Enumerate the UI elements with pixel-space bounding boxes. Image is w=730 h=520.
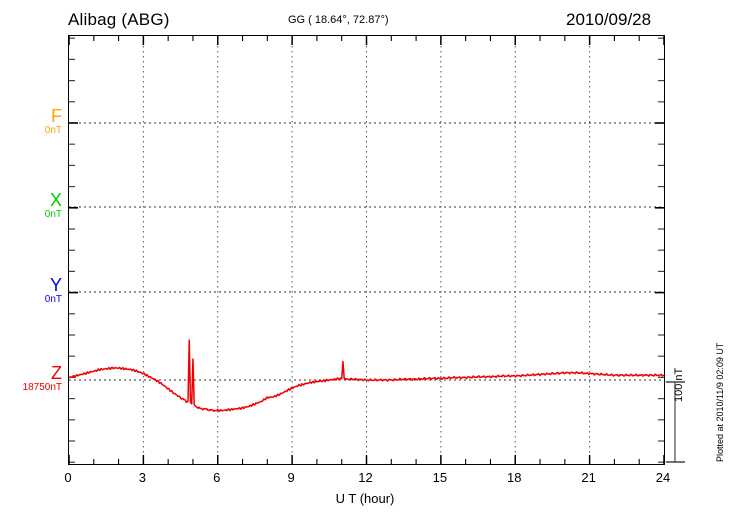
component-label-x: X 0nT bbox=[4, 191, 62, 221]
x-axis-title: U T (hour) bbox=[0, 491, 730, 506]
scale-bar-label: 100 nT bbox=[673, 367, 685, 402]
horizontal-gridlines bbox=[69, 122, 664, 381]
x-axis-tick-label: 9 bbox=[287, 470, 295, 485]
x-axis-tick-label: 3 bbox=[138, 470, 146, 485]
x-axis-tick-label: 21 bbox=[581, 470, 596, 485]
magnetogram-plot bbox=[69, 36, 664, 464]
component-value-f: 0nT bbox=[44, 125, 62, 136]
x-axis-title-text: U T (hour) bbox=[335, 491, 395, 506]
geographic-coordinates: GG ( 18.64°, 72.87°) bbox=[288, 14, 389, 26]
x-axis-tick-label: 15 bbox=[432, 470, 448, 485]
x-axis-tick-label: 18 bbox=[507, 470, 522, 485]
right-axis-ticks bbox=[655, 37, 664, 463]
left-axis-ticks bbox=[69, 37, 78, 463]
component-label-f: F 0nT bbox=[4, 107, 62, 137]
component-value-z: 18750nT bbox=[22, 382, 62, 393]
component-value-x: 0nT bbox=[44, 209, 62, 220]
bottom-axis-ticks bbox=[69, 455, 664, 464]
x-axis-tick-label: 0 bbox=[64, 470, 72, 485]
component-label-y: Y 0nT bbox=[4, 276, 62, 306]
top-axis-ticks bbox=[69, 36, 664, 45]
plot-frame bbox=[68, 35, 665, 465]
x-axis-tick-label: 12 bbox=[358, 470, 373, 485]
scale-bar bbox=[666, 381, 685, 463]
component-letter-f: F bbox=[51, 106, 62, 126]
component-value-y: 0nT bbox=[44, 294, 62, 305]
vertical-gridlines bbox=[142, 36, 591, 464]
component-letter-z: Z bbox=[51, 363, 62, 383]
station-title: Alibag (ABG) bbox=[68, 10, 170, 29]
x-axis-tick-label: 24 bbox=[655, 470, 671, 485]
component-letter-x: X bbox=[49, 190, 62, 210]
x-axis-tick-label: 6 bbox=[213, 470, 221, 485]
observation-date: 2010/09/28 bbox=[566, 10, 652, 29]
component-letter-y: Y bbox=[49, 275, 62, 295]
plotted-at-annotation: Plotted at 2010/11/9 02:09 UT bbox=[715, 342, 725, 462]
component-traces bbox=[69, 339, 664, 413]
component-label-z: Z 18750nT bbox=[4, 364, 62, 394]
